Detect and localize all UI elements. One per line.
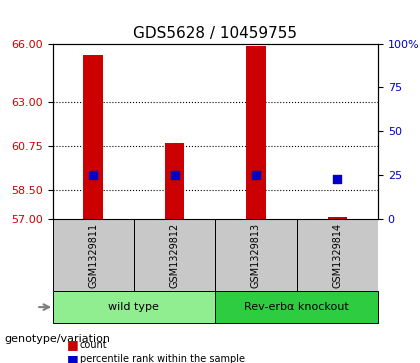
Text: ■: ■ (67, 353, 79, 363)
Text: GSM1329812: GSM1329812 (170, 223, 180, 288)
Text: count: count (80, 340, 108, 350)
Title: GDS5628 / 10459755: GDS5628 / 10459755 (133, 26, 297, 41)
Text: wild type: wild type (108, 302, 159, 312)
Text: percentile rank within the sample: percentile rank within the sample (80, 354, 245, 363)
FancyBboxPatch shape (215, 291, 378, 323)
Text: ■: ■ (67, 338, 79, 351)
Point (90, 172, 97, 178)
Text: genotype/variation: genotype/variation (4, 334, 110, 344)
Point (171, 172, 178, 178)
Bar (246, 45, 266, 219)
Bar (165, 143, 184, 219)
Text: Rev-erbα knockout: Rev-erbα knockout (244, 302, 349, 312)
Point (334, 176, 341, 182)
Text: GSM1329814: GSM1329814 (332, 223, 342, 288)
FancyBboxPatch shape (52, 291, 215, 323)
Text: GSM1329813: GSM1329813 (251, 223, 261, 288)
Point (252, 172, 259, 178)
Text: GSM1329811: GSM1329811 (88, 223, 98, 288)
Bar (84, 55, 103, 219)
Bar (328, 217, 347, 219)
